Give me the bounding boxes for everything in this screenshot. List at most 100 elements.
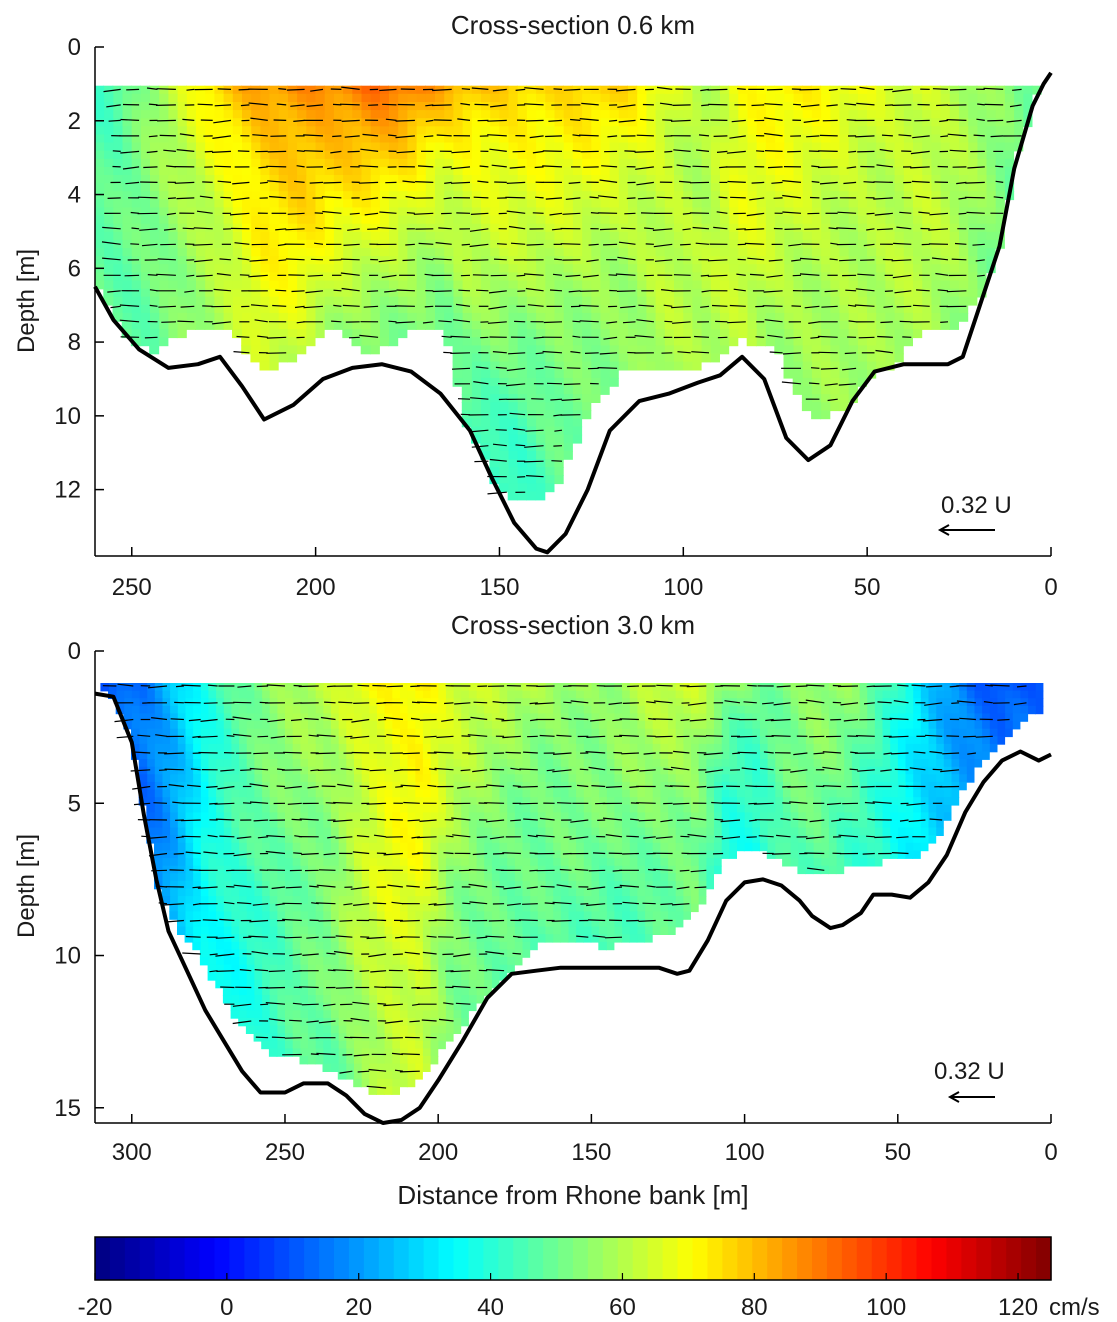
y-tick-label: 4 [68,182,81,209]
velocity-cell [516,337,527,347]
velocity-cell [480,386,491,395]
velocity-cell [388,93,399,103]
velocity-cell [875,256,886,265]
velocity-cell [820,126,831,136]
velocity-cell [765,329,776,339]
velocity-cell [121,215,132,225]
velocity-cell [949,264,959,274]
velocity-cell [700,126,711,136]
velocity-cell [857,304,867,314]
velocity-cell [608,296,619,306]
velocity-vector [700,88,710,92]
velocity-cell [406,304,417,314]
velocity-cell [755,183,766,192]
velocity-cell [811,134,822,144]
velocity-cell [434,158,445,168]
velocity-cell [884,175,895,184]
velocity-cell [342,231,353,241]
velocity-cell [700,158,711,168]
velocity-cell [498,215,509,225]
velocity-cell [305,183,316,192]
velocity-cell [195,304,206,314]
velocity-vector [566,367,581,369]
velocity-cell [608,183,619,192]
velocity-cell [875,304,886,314]
velocity-cell [572,215,583,225]
velocity-cell [489,434,500,444]
velocity-cell [130,337,141,347]
velocity-cell [167,93,178,103]
velocity-cell [140,321,150,330]
velocity-cell [939,256,950,265]
velocity-cell [893,231,904,241]
velocity-cell [636,215,647,225]
velocity-cell [498,280,509,290]
velocity-cell [489,321,500,330]
velocity-cell [691,231,702,241]
velocity-cell [535,264,546,274]
velocity-cell [645,264,656,274]
velocity-cell [783,110,794,119]
velocity-cell [985,207,996,217]
velocity-cell [425,102,435,111]
velocity-cell [939,280,950,290]
velocity-cell [996,698,1006,707]
velocity-cell [636,150,647,160]
velocity-cell [599,118,610,128]
velocity-cell [232,199,242,209]
velocity-cell [590,142,601,152]
velocity-cell [835,751,845,760]
velocity-cell [314,158,325,168]
velocity-cell [95,142,105,152]
velocity-cell [167,231,178,241]
velocity-cell [920,766,929,776]
velocity-cell [250,296,261,306]
velocity-cell [562,418,573,428]
velocity-cell [783,353,794,363]
velocity-cell [710,321,720,330]
velocity-cell [691,353,702,363]
velocity-cell [884,118,895,128]
velocity-cell [379,321,389,330]
velocity-vector [993,196,1004,199]
velocity-cell [966,751,975,760]
velocity-cell [829,110,840,119]
velocity-cell [526,215,537,225]
velocity-cell [774,158,785,168]
velocity-cell [434,93,445,103]
velocity-cell [158,296,169,306]
velocity-cell [480,442,491,452]
velocity-cell [618,337,628,347]
velocity-cell [461,264,472,274]
velocity-cell [103,215,114,225]
velocity-cell [232,166,242,176]
velocity-cell [204,248,215,257]
velocity-cell [829,272,840,282]
velocity-cell [333,215,344,225]
velocity-cell [958,207,969,217]
velocity-cell [149,150,160,160]
velocity-cell [920,751,929,760]
velocity-vector [863,243,875,247]
velocity-cell [838,215,849,225]
velocity-vector [159,134,176,137]
velocity-cell [935,690,944,699]
velocity-cell [167,296,178,306]
velocity-cell [544,483,555,493]
velocity-cell [608,199,619,209]
velocity-cell [480,231,491,241]
velocity-cell [728,85,739,95]
velocity-cell [333,102,344,111]
velocity-cell [838,110,849,119]
velocity-vector [597,367,618,369]
velocity-cell [774,175,785,184]
velocity-cell [746,158,757,168]
velocity-cell [379,183,389,192]
velocity-cell [599,321,610,330]
velocity-cell [507,175,518,184]
velocity-cell [976,93,987,103]
velocity-cell [259,288,270,298]
velocity-cell [654,85,665,95]
velocity-cell [866,166,877,176]
velocity-cell [103,134,114,144]
